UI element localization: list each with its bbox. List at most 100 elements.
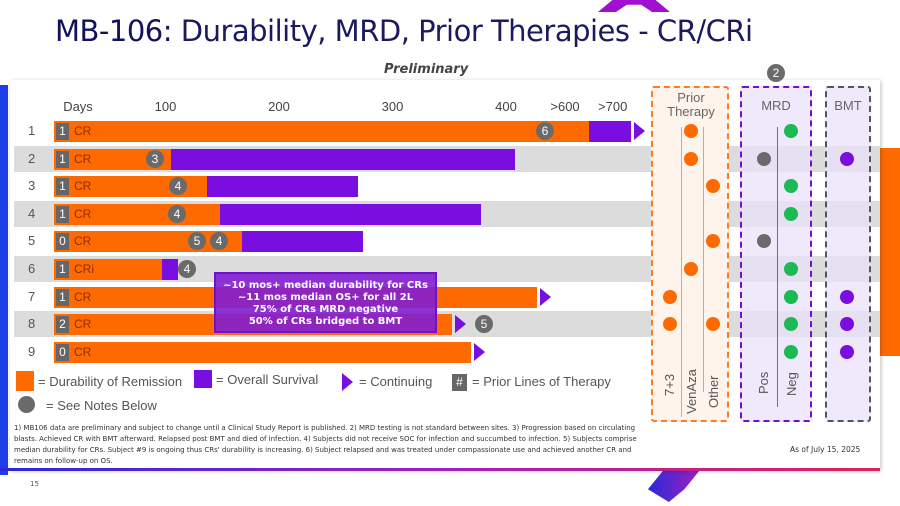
x-tick-label: >700 — [598, 99, 628, 114]
response-label: CR — [74, 124, 92, 138]
mrd-dot — [757, 151, 771, 166]
overall-survival-bar — [219, 203, 482, 225]
mrd-dot — [784, 179, 798, 194]
subject-number: 4 — [28, 205, 36, 221]
legend-os: = Overall Survival — [216, 372, 319, 387]
note-marker: 4 — [168, 204, 186, 223]
bmt-header: BMT — [834, 98, 862, 113]
note-marker: 3 — [146, 149, 164, 168]
response-label: CR — [74, 179, 92, 194]
deco-right-bar — [880, 148, 900, 356]
mrd-neg-label: Neg — [784, 372, 799, 396]
prior-lines-badge: 1 — [56, 205, 69, 223]
footnote: 1) MB106 data are preliminary and subjec… — [14, 424, 637, 465]
mrd-dot — [784, 317, 798, 332]
x-tick-label: 400 — [495, 99, 517, 114]
response-label: CRi — [74, 262, 94, 276]
response-label: CR — [74, 344, 92, 359]
prior-lines-badge: 0 — [56, 343, 69, 361]
subject-number: 5 — [28, 233, 36, 249]
overall-survival-bar — [588, 121, 631, 142]
prior-therapy-box — [651, 86, 729, 422]
prior-lines-badge: 1 — [56, 178, 69, 196]
legend-notes: = See Notes Below — [46, 398, 157, 413]
mrd-pos-label: Pos — [756, 371, 771, 394]
legend-notes-dot — [18, 396, 35, 413]
prior-therapy-dot — [706, 179, 720, 194]
deco-bottom-shape — [648, 470, 700, 502]
continuing-arrow — [454, 315, 466, 334]
prior-7+3-label: 7+3 — [662, 373, 677, 396]
legend-durability-swatch — [16, 371, 34, 391]
durability-bar — [54, 341, 471, 363]
bmt-box — [825, 86, 871, 422]
continuing-arrow — [633, 122, 645, 140]
mrd-dot — [757, 234, 771, 249]
callout-line: 50% of CRs bridged to BMT — [248, 316, 403, 327]
bmt-dot — [840, 289, 854, 304]
note-marker: 6 — [536, 122, 554, 140]
mrd-header: MRD — [761, 98, 791, 113]
note-marker: 4 — [210, 232, 228, 251]
mrd-dot — [784, 289, 798, 304]
prior-therapy-dot — [706, 317, 720, 332]
prior-therapy-dot — [663, 289, 677, 304]
response-label: CR — [74, 289, 92, 304]
prior-therapy-header: Prior Therapy — [667, 90, 715, 119]
subject-number: 1 — [28, 123, 36, 138]
deco-top-shape — [598, 0, 670, 12]
overall-survival-bar — [207, 176, 359, 198]
legend-durability: = Durability of Remission — [38, 374, 183, 389]
subject-number: 9 — [28, 343, 36, 359]
summary-callout: ~10 mos+ median durability for CRs ~11 m… — [214, 272, 437, 333]
prior-venaza-label: VenAza — [684, 369, 699, 414]
subject-number: 3 — [28, 178, 36, 194]
prior-lines-badge: 1 — [56, 288, 69, 306]
mrd-dot — [784, 206, 798, 221]
prior-therapy-dot — [684, 124, 698, 138]
x-tick-label: 200 — [268, 99, 290, 114]
note-marker: 4 — [169, 177, 187, 196]
divider — [681, 127, 682, 417]
divider — [0, 468, 880, 471]
legend-lines: = Prior Lines of Therapy — [472, 374, 611, 389]
bmt-dot — [840, 317, 854, 332]
overall-survival-bar — [162, 259, 178, 280]
callout-line: ~10 mos+ median durability for CRs — [223, 280, 428, 291]
prior-lines-badge: 1 — [56, 261, 69, 278]
mrd-dot — [784, 262, 798, 276]
note-marker: 5 — [475, 315, 493, 334]
x-tick-label: >600 — [550, 99, 580, 114]
subject-number: 2 — [28, 150, 36, 166]
overall-survival-bar — [241, 231, 363, 253]
bmt-dot — [840, 151, 854, 166]
legend-continuing: = Continuing — [359, 374, 433, 389]
prior-other-label: Other — [706, 375, 721, 408]
note-marker: 4 — [178, 260, 196, 278]
durability-bar — [54, 121, 589, 142]
overall-survival-bar — [171, 148, 516, 170]
callout-line: 75% of CRs MRD negative — [252, 304, 399, 315]
legend-lines-swatch: # — [452, 374, 467, 391]
legend-continuing-arrow — [342, 373, 353, 391]
x-tick-label: 300 — [381, 99, 404, 114]
callout-line: ~11 mos median OS+ for all 2L — [237, 292, 414, 303]
page-title: MB-106: Durability, MRD, Prior Therapies… — [55, 14, 753, 48]
durability-bar — [54, 259, 163, 280]
prior-lines-badge: 1 — [56, 150, 69, 168]
as-of-date: As of July 15, 2025 — [790, 445, 861, 454]
subtitle: Preliminary — [384, 62, 469, 77]
continuing-arrow — [539, 287, 551, 306]
prior-lines-badge: 2 — [56, 316, 69, 334]
continuing-arrow — [473, 342, 485, 361]
prior-therapy-dot — [706, 234, 720, 249]
response-label: CR — [74, 206, 92, 221]
accent-bar — [0, 85, 8, 475]
subject-number: 7 — [28, 288, 36, 304]
prior-lines-badge: 0 — [56, 233, 69, 251]
prior-therapy-dot — [684, 151, 698, 166]
divider — [777, 127, 778, 407]
mrd-box — [740, 86, 812, 422]
mrd-dot — [784, 124, 798, 138]
subject-number: 6 — [28, 261, 36, 276]
